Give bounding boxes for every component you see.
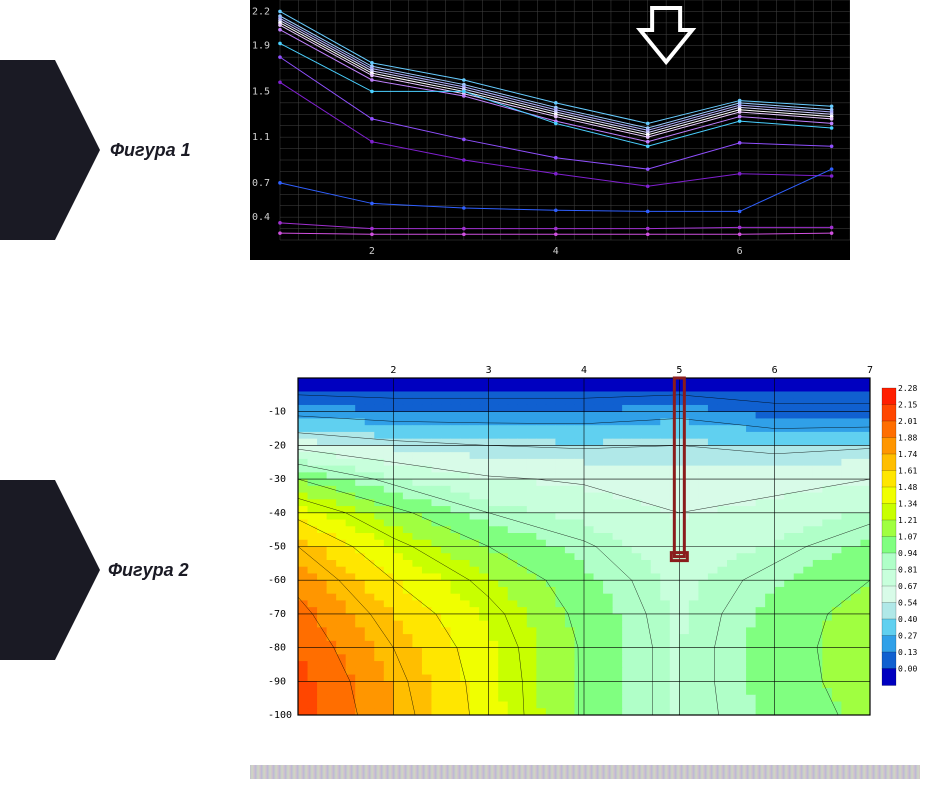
- svg-text:2: 2: [390, 365, 396, 376]
- svg-text:4: 4: [581, 365, 587, 376]
- svg-text:-80: -80: [268, 643, 286, 654]
- figure2-svg: 2 3 4 5 6 7 -10 -20 -30 -40 -50 -60 -70 -80 -90 -100 2.2…: [250, 360, 920, 720]
- svg-text:-40: -40: [268, 508, 286, 519]
- svg-text:2.28: 2.28: [898, 384, 917, 393]
- noise-strip: [250, 765, 920, 779]
- svg-text:1.34: 1.34: [898, 500, 917, 509]
- figure2-pointer: [0, 480, 100, 660]
- svg-text:0.7: 0.7: [252, 178, 270, 189]
- figure2-chart: 2 3 4 5 6 7 -10 -20 -30 -40 -50 -60 -70 -80 -90 -100 2.2…: [250, 360, 920, 720]
- svg-text:-60: -60: [268, 575, 286, 586]
- svg-text:0.00: 0.00: [898, 665, 917, 674]
- svg-text:1.07: 1.07: [898, 533, 917, 542]
- figure1-chart: 0.4 0.7 1.1 1.5 1.9 2.2 2 4 6: [250, 0, 850, 260]
- svg-text:1.5: 1.5: [252, 86, 270, 97]
- figure2-label: Фигура 2: [108, 560, 189, 581]
- svg-text:2.15: 2.15: [898, 401, 917, 410]
- svg-text:-30: -30: [268, 474, 286, 485]
- svg-text:0.27: 0.27: [898, 632, 917, 641]
- svg-text:5: 5: [676, 365, 682, 376]
- figure1-svg: 0.4 0.7 1.1 1.5 1.9 2.2 2 4 6: [250, 0, 850, 260]
- svg-text:-50: -50: [268, 542, 286, 553]
- svg-text:2.2: 2.2: [252, 6, 270, 17]
- svg-text:0.94: 0.94: [898, 549, 917, 558]
- svg-text:6: 6: [772, 365, 778, 376]
- svg-text:1.61: 1.61: [898, 467, 917, 476]
- svg-text:1.21: 1.21: [898, 516, 917, 525]
- svg-text:7: 7: [867, 365, 873, 376]
- svg-text:1.1: 1.1: [252, 132, 270, 143]
- svg-text:1.9: 1.9: [252, 41, 270, 52]
- svg-text:1.48: 1.48: [898, 483, 917, 492]
- svg-text:0.67: 0.67: [898, 582, 917, 591]
- svg-text:0.81: 0.81: [898, 566, 917, 575]
- svg-text:0.4: 0.4: [252, 212, 270, 223]
- svg-text:-20: -20: [268, 440, 286, 451]
- figure1-pointer: [0, 60, 100, 240]
- svg-text:6: 6: [737, 246, 743, 257]
- svg-text:1.88: 1.88: [898, 434, 917, 443]
- svg-text:4: 4: [553, 246, 559, 257]
- svg-text:3: 3: [486, 365, 492, 376]
- svg-text:2.01: 2.01: [898, 417, 917, 426]
- svg-text:-90: -90: [268, 676, 286, 687]
- svg-text:0.13: 0.13: [898, 648, 917, 657]
- svg-text:-10: -10: [268, 407, 286, 418]
- svg-text:-100: -100: [268, 710, 292, 720]
- svg-text:1.74: 1.74: [898, 450, 917, 459]
- svg-text:2: 2: [369, 246, 375, 257]
- svg-text:0.40: 0.40: [898, 615, 917, 624]
- svg-text:-70: -70: [268, 609, 286, 620]
- svg-text:0.54: 0.54: [898, 599, 917, 608]
- figure1-label: Фигура 1: [110, 140, 191, 161]
